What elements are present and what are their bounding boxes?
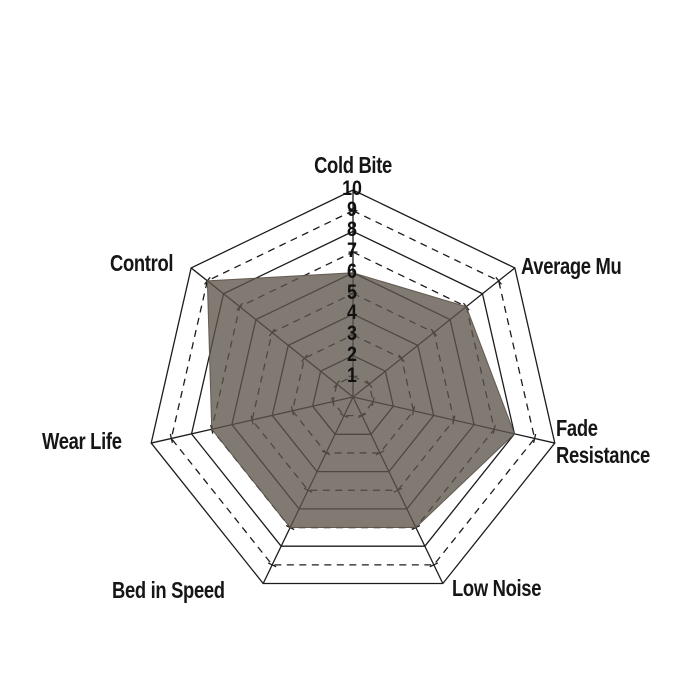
spoke-ring-tick <box>429 562 439 568</box>
scale-tick-7: 7 <box>347 239 357 262</box>
axis-label-control: Control <box>110 250 174 276</box>
spoke-ring-tick <box>267 562 277 568</box>
axis-label-average-mu: Average Mu <box>521 253 622 279</box>
scale-tick-8: 8 <box>347 218 357 241</box>
scale-tick-2: 2 <box>347 343 357 366</box>
scale-tick-10: 10 <box>342 177 362 200</box>
axis-label-low-noise: Low Noise <box>452 575 542 601</box>
spoke-ring-tick <box>169 433 174 443</box>
scale-tick-5: 5 <box>347 281 357 304</box>
axis-label-cold-bite: Cold Bite <box>314 152 392 178</box>
spoke-ring-tick <box>532 433 537 443</box>
data-polygon <box>206 272 516 529</box>
grid-ring-dashed <box>170 209 536 566</box>
scale-tick-6: 6 <box>347 260 357 283</box>
axis-label-wear-life: Wear Life <box>42 428 122 454</box>
spoke-ring-tick <box>495 276 502 285</box>
axis-label-fade-resistance: Fade Resistance <box>556 415 650 468</box>
grid-ring-solid <box>150 189 556 585</box>
scale-tick-4: 4 <box>347 301 357 324</box>
scale-tick-9: 9 <box>347 198 357 221</box>
scale-tick-3: 3 <box>347 322 357 345</box>
axis-label-bed-in-speed: Bed in Speed <box>112 577 225 603</box>
scale-tick-1: 1 <box>347 364 357 387</box>
